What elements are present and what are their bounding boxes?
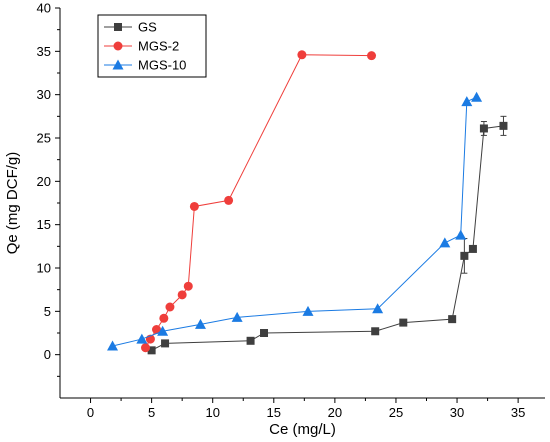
y-tick-label: 5 [44,304,51,319]
series-mgs-10 [107,91,483,351]
series-layer [107,50,508,355]
y-tick-label: 0 [44,347,51,362]
data-point [371,327,380,336]
data-point [165,302,175,312]
legend-label: MGS-2 [138,39,179,54]
x-tick-label: 30 [450,405,464,420]
data-point [471,91,483,102]
x-axis-title: Ce (mg/L) [269,421,336,438]
data-point [147,346,156,355]
legend-label: GS [138,20,157,35]
data-point [460,251,469,260]
axes: 0 5 10 15 20 25 30 35 0 5 10 15 20 25 30 35 40 [37,1,545,420]
data-point [177,290,187,300]
x-tick-label: 0 [87,405,94,420]
data-point [448,315,457,324]
data-point [246,336,255,345]
data-point [461,96,473,107]
data-point [367,51,377,61]
y-tick-label: 10 [37,261,51,276]
series-line [145,54,372,348]
data-point [224,195,234,205]
data-point [141,343,151,353]
data-point [479,124,488,133]
y-tick-label: 40 [37,1,51,16]
x-tick-label: 10 [205,405,219,420]
data-point [194,318,206,329]
data-point [107,340,119,351]
x-tick-label: 20 [328,405,342,420]
legend: GS MGS-2 MGS-10 [97,14,207,78]
data-point [302,305,314,316]
y-tick-label: 20 [37,174,51,189]
y-tick-label: 25 [37,131,51,146]
data-point [189,201,199,211]
x-tick-label: 25 [389,405,403,420]
data-point [152,325,162,335]
data-point [157,325,169,336]
data-point [297,50,307,60]
data-point [468,244,477,253]
data-point [136,333,148,344]
legend-marker [113,41,123,51]
y-tick-label: 35 [37,44,51,59]
legend-marker [112,59,124,70]
y-tick-label: 15 [37,217,51,232]
data-point [499,121,508,130]
data-point [231,311,243,322]
x-tick-label: 15 [267,405,281,420]
series-mgs-2 [141,50,377,353]
legend-label: MGS-10 [138,58,186,73]
data-point [260,329,269,337]
y-tick-label: 30 [37,87,51,102]
data-point [455,229,467,240]
x-tick-label: 35 [511,405,525,420]
data-point [161,339,170,348]
data-point [439,237,451,248]
series-gs [147,115,508,355]
legend-marker [114,23,122,31]
data-point [399,318,408,327]
data-point [159,313,169,323]
x-tick-label: 5 [148,405,155,420]
y-axis-title: Qe (mg DCF/g) [4,152,21,255]
data-point [183,281,193,291]
data-point [372,303,384,314]
